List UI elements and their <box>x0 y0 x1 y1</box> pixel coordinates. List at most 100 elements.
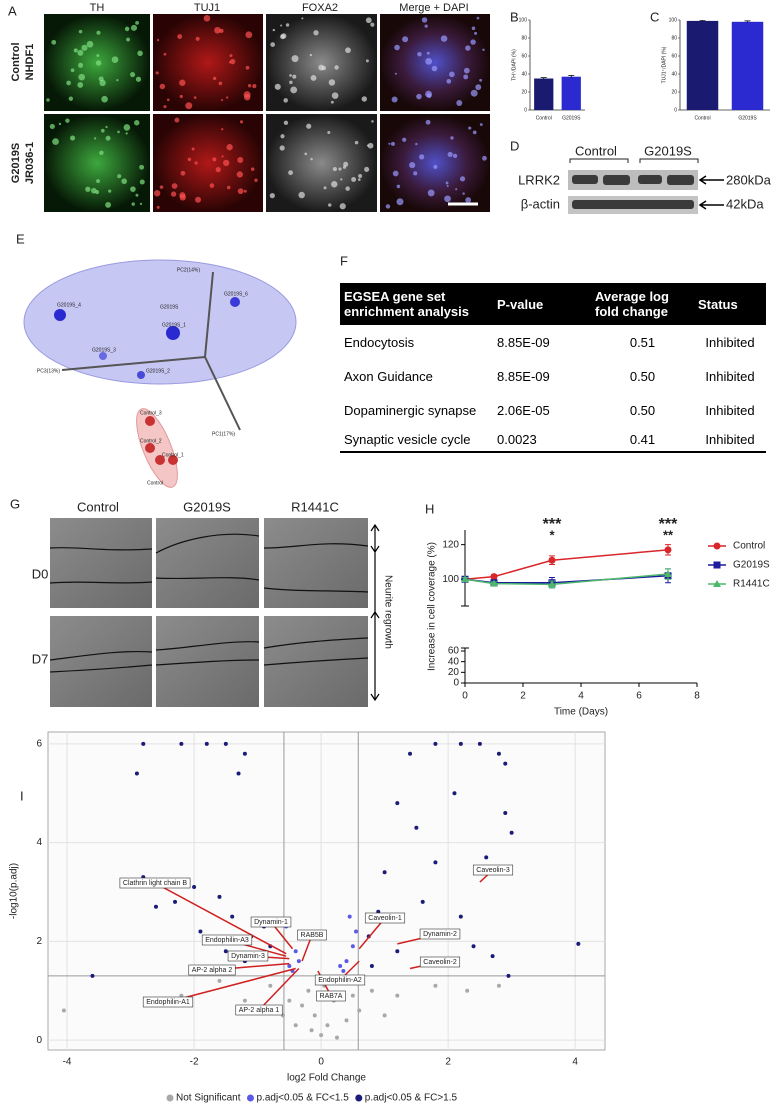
cell <box>101 128 105 133</box>
cell <box>334 65 339 70</box>
table-head: EGSEA gene set enrichment analysis P-val… <box>340 283 766 325</box>
legend-label: R1441C <box>733 579 770 590</box>
cell <box>471 26 476 31</box>
data-point <box>134 771 139 776</box>
column-header: Merge + DAPI <box>399 2 468 14</box>
sample-label: Control_2 <box>140 438 162 444</box>
data-point <box>395 949 400 954</box>
cell <box>156 38 160 42</box>
significance-label: ** <box>663 527 674 542</box>
legend-marker <box>713 561 721 569</box>
data-point <box>357 1008 362 1013</box>
cell <box>111 56 119 63</box>
cell <box>402 36 409 43</box>
cell <box>126 37 130 42</box>
data-point <box>236 771 241 776</box>
x-tick-label: 4 <box>578 691 584 702</box>
table-cell: Axon Guidance <box>344 368 433 384</box>
data-point <box>296 959 301 964</box>
cell <box>433 164 438 170</box>
cell <box>49 123 55 129</box>
data-point <box>350 993 355 998</box>
cell <box>70 135 76 141</box>
phase-image <box>156 518 259 608</box>
data-point <box>490 579 498 587</box>
bar <box>686 20 719 110</box>
cell <box>470 39 476 45</box>
data-point <box>458 741 463 746</box>
cell <box>289 80 293 85</box>
cell <box>445 181 449 185</box>
cell <box>159 83 166 90</box>
data-point <box>509 830 514 835</box>
data-point <box>490 954 495 959</box>
legend-label: Not Significant <box>176 1093 241 1104</box>
sample-label: G2019S_6 <box>224 291 248 297</box>
cell <box>99 150 104 156</box>
cell <box>156 205 160 209</box>
data-point <box>506 973 511 978</box>
cell <box>390 141 395 146</box>
sample-label: G2019S <box>160 304 179 310</box>
x-tick-label: 2 <box>445 1057 451 1068</box>
column-header: R1441C <box>291 499 339 514</box>
sample-point <box>137 371 145 379</box>
error-bar <box>568 75 575 79</box>
data-point <box>141 741 146 746</box>
y-tick-label: 80 <box>671 35 677 41</box>
cell <box>364 166 370 172</box>
data-point <box>90 973 95 978</box>
annotation-box <box>188 964 236 976</box>
error-bar <box>699 20 706 22</box>
micrograph <box>266 114 377 212</box>
bar <box>731 21 764 110</box>
cell <box>68 96 74 101</box>
cell <box>479 123 483 126</box>
cell <box>470 89 478 97</box>
phase-image <box>264 518 368 608</box>
cell <box>117 174 122 179</box>
data-point <box>395 801 400 806</box>
phase-image <box>50 518 152 608</box>
cell <box>357 178 361 181</box>
cell <box>254 178 258 182</box>
cell <box>58 122 62 126</box>
cell <box>416 93 422 100</box>
cell <box>247 84 252 88</box>
cell <box>239 120 244 124</box>
cell <box>331 92 339 99</box>
sample-point <box>155 455 165 465</box>
regrowth-label: Neurite regrowth <box>382 575 393 649</box>
data-point <box>503 810 508 815</box>
cell <box>385 204 391 209</box>
cell <box>229 58 236 65</box>
annotation-box <box>119 877 191 889</box>
cell <box>52 138 59 145</box>
micrograph <box>44 114 150 212</box>
cell <box>427 189 435 197</box>
y-tick-label: 60 <box>448 646 460 657</box>
data-point <box>382 870 387 875</box>
data-point <box>217 894 222 899</box>
data-point <box>484 855 489 860</box>
cell <box>131 202 135 206</box>
cell <box>463 67 470 74</box>
micrograph <box>266 14 377 111</box>
cell <box>475 84 482 91</box>
data-point <box>395 993 400 998</box>
data-point <box>344 959 349 964</box>
data-point <box>300 1003 305 1008</box>
error-bar <box>540 77 547 80</box>
annotation-box <box>314 974 366 986</box>
cell <box>220 99 224 102</box>
data-point <box>153 904 158 909</box>
cell <box>415 142 418 146</box>
cell <box>252 84 257 89</box>
cell <box>96 54 100 57</box>
cell <box>116 78 119 82</box>
x-tick-label: -4 <box>63 1057 72 1068</box>
cell <box>105 201 112 208</box>
cell <box>223 159 230 167</box>
table-cell: Inhibited <box>705 368 755 384</box>
data-point <box>268 983 273 988</box>
